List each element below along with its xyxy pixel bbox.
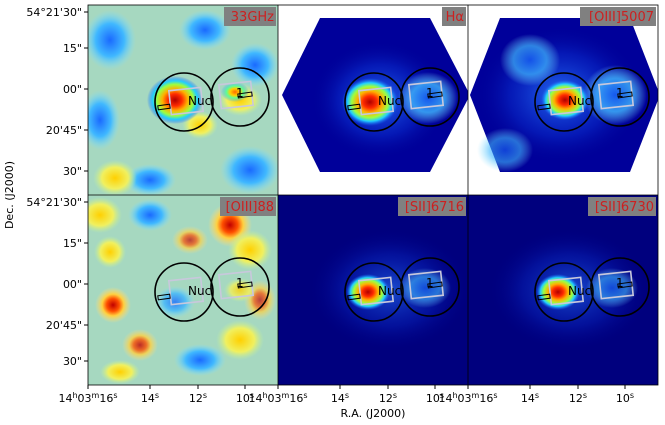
slit-marker xyxy=(427,91,443,99)
panel-sii6716 xyxy=(278,195,468,385)
panel-halpha xyxy=(278,5,468,195)
panel-frames xyxy=(87,4,659,386)
x-tick-marks xyxy=(87,385,626,389)
slit-marker xyxy=(427,281,443,289)
nucleus-aperture-circle xyxy=(344,262,404,322)
region1-annotation: 1 xyxy=(236,276,244,290)
y-tick-label: 54°21'30" xyxy=(26,196,82,209)
y-tick-label: 15" xyxy=(63,237,82,250)
panel-oiii5007 xyxy=(468,5,658,195)
y-tick-label: 00" xyxy=(63,83,82,96)
y-axis-title: Dec. (J2000) xyxy=(3,161,16,229)
region1-aperture-circle xyxy=(210,67,270,127)
region1-annotation: 1 xyxy=(616,86,624,100)
region1-aperture-circle xyxy=(210,257,270,317)
x-tick-label: 12s xyxy=(379,391,397,406)
region1-annotation: 1 xyxy=(236,86,244,100)
x-tick-label: 14h03m16s xyxy=(438,391,497,406)
slit-marker xyxy=(537,293,551,301)
panel-labels: 33GHz Hα [OIII]5007 [OIII]88 [SII]6716 [… xyxy=(220,7,656,216)
nucleus-annotation: Nuc xyxy=(378,284,401,298)
nucleus-aperture-circle xyxy=(344,72,404,132)
nucleus-box xyxy=(357,86,395,116)
y-axis-top: 54°21'30" 15" 00" 20'45" 30" xyxy=(26,6,88,178)
x-tick-label: 10s xyxy=(426,391,444,406)
slit-marker xyxy=(347,293,361,301)
region1-aperture-circle xyxy=(590,257,650,317)
region1-annotation: 1 xyxy=(426,86,434,100)
x-axis-title: R.A. (J2000) xyxy=(341,407,406,420)
nucleus-aperture-circle xyxy=(154,72,214,132)
x-tick-label: 10s xyxy=(236,391,254,406)
nucleus-box xyxy=(167,276,205,306)
nucleus-box xyxy=(547,276,585,306)
panel-33ghz xyxy=(88,5,278,195)
slit-marker xyxy=(617,281,633,289)
slit-marker xyxy=(537,103,551,111)
panel-sii6730 xyxy=(468,195,658,385)
panel-label-oiii88: [OIII]88 xyxy=(226,200,274,215)
nucleus-box xyxy=(547,86,585,116)
x-tick-label: 14h03m16s xyxy=(248,391,307,406)
nucleus-annotation: Nuc xyxy=(568,284,591,298)
panel-label-sii6716: [SII]6716 xyxy=(405,200,464,215)
y-tick-label: 54°21'30" xyxy=(26,6,82,19)
nucleus-box xyxy=(167,86,205,116)
slit-marker xyxy=(157,293,171,301)
slit-marker xyxy=(237,281,253,289)
panel-label-33ghz: 33GHz xyxy=(231,10,274,25)
nucleus-box xyxy=(357,276,395,306)
nucleus-aperture-circle xyxy=(534,262,594,322)
y-tick-label: 20'45" xyxy=(46,319,82,332)
x-tick-label: 10s xyxy=(616,391,634,406)
nucleus-annotation: Nuc xyxy=(568,94,591,108)
region1-annotation: 1 xyxy=(426,276,434,290)
overlays: Nuc 1 Nuc 1 Nuc 1 Nuc 1 Nuc 1 Nuc 1 xyxy=(154,67,650,322)
y-tick-label: 20'45" xyxy=(46,124,82,137)
y-axis-bottom: 54°21'30" 15" 00" 20'45" 30" xyxy=(26,196,88,368)
slit-marker xyxy=(237,91,253,99)
panel-oiii88 xyxy=(88,195,278,385)
slit-marker xyxy=(347,103,361,111)
nucleus-annotation: Nuc xyxy=(188,94,211,108)
slit-marker xyxy=(617,91,633,99)
x-tick-label: 14h03m16s xyxy=(58,391,117,406)
region1-aperture-circle xyxy=(400,67,460,127)
panel-label-sii6730: [SII]6730 xyxy=(595,200,654,215)
y-tick-label: 00" xyxy=(63,278,82,291)
nucleus-aperture-circle xyxy=(534,72,594,132)
y-tick-label: 30" xyxy=(63,355,82,368)
y-tick-label: 30" xyxy=(63,165,82,178)
x-tick-label: 14s xyxy=(141,391,159,406)
region1-aperture-circle xyxy=(400,257,460,317)
nucleus-annotation: Nuc xyxy=(188,284,211,298)
nucleus-aperture-circle xyxy=(154,262,214,322)
region1-annotation: 1 xyxy=(616,276,624,290)
nucleus-annotation: Nuc xyxy=(378,94,401,108)
x-tick-label: 12s xyxy=(189,391,207,406)
x-tick-label: 12s xyxy=(569,391,587,406)
region1-aperture-circle xyxy=(590,67,650,127)
y-tick-label: 15" xyxy=(63,42,82,55)
panel-label-halpha: Hα xyxy=(446,10,464,25)
slit-marker xyxy=(157,103,171,111)
x-tick-label: 14s xyxy=(521,391,539,406)
x-tick-label: 14s xyxy=(331,391,349,406)
panel-label-oiii5007: [OIII]5007 xyxy=(589,10,654,25)
